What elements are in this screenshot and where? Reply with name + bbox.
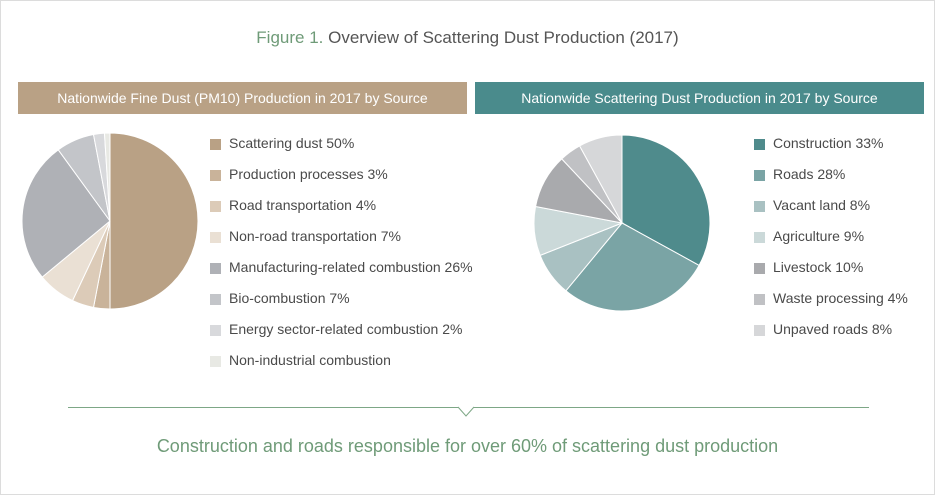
legend-label: Production processes 3% bbox=[229, 166, 388, 182]
conclusion-text: Construction and roads responsible for o… bbox=[156, 436, 779, 456]
legend-swatch bbox=[210, 263, 221, 274]
fine-dust-pie-chart bbox=[21, 132, 199, 310]
figure-number: Figure 1. bbox=[256, 28, 324, 47]
scattering-dust-pie-chart bbox=[533, 134, 711, 312]
legend-item: Energy sector-related combustion 2% bbox=[210, 321, 473, 352]
legend-item: Non-road transportation 7% bbox=[210, 228, 473, 259]
legend-label: Roads 28% bbox=[773, 166, 846, 182]
legend-label: Livestock 10% bbox=[773, 259, 864, 275]
legend-swatch bbox=[754, 263, 765, 274]
legend-swatch bbox=[210, 294, 221, 305]
legend-item: Bio-combustion 7% bbox=[210, 290, 473, 321]
legend-swatch bbox=[754, 232, 765, 243]
legend-item: Livestock 10% bbox=[754, 259, 908, 290]
legend-label: Manufacturing-related combustion 26% bbox=[229, 259, 473, 275]
pie-slice bbox=[103, 132, 111, 222]
legend-item: Manufacturing-related combustion 26% bbox=[210, 259, 473, 290]
pie-slice bbox=[565, 222, 700, 312]
legend-swatch bbox=[210, 232, 221, 243]
fine-dust-legend: Scattering dust 50% Production processes … bbox=[210, 135, 473, 383]
figure-title-text: Overview of Scattering Dust Production (… bbox=[328, 28, 679, 47]
legend-swatch bbox=[210, 139, 221, 150]
figure-title: Figure 1. Overview of Scattering Dust Pr… bbox=[0, 28, 935, 48]
pie-slice bbox=[21, 149, 111, 278]
left-panel-header: Nationwide Fine Dust (PM10) Production i… bbox=[18, 82, 467, 114]
legend-label: Scattering dust 50% bbox=[229, 135, 355, 151]
scattering-dust-legend: Construction 33% Roads 28% Vacant land 8% A… bbox=[754, 135, 908, 352]
legend-item: Roads 28% bbox=[754, 166, 908, 197]
legend-item: Non-industrial combustion bbox=[210, 352, 473, 383]
legend-item: Waste processing 4% bbox=[754, 290, 908, 321]
legend-label: Non-industrial combustion bbox=[229, 352, 391, 368]
legend-label: Bio-combustion 7% bbox=[229, 290, 350, 306]
legend-swatch bbox=[210, 325, 221, 336]
legend-item: Road transportation 4% bbox=[210, 197, 473, 228]
legend-item: Unpaved roads 8% bbox=[754, 321, 908, 352]
legend-swatch bbox=[210, 170, 221, 181]
legend-item: Agriculture 9% bbox=[754, 228, 908, 259]
legend-label: Road transportation 4% bbox=[229, 197, 377, 213]
legend-label: Agriculture 9% bbox=[773, 228, 865, 244]
legend-label: Waste processing 4% bbox=[773, 290, 908, 306]
legend-label: Non-road transportation 7% bbox=[229, 228, 401, 244]
legend-swatch bbox=[754, 201, 765, 212]
legend-swatch bbox=[210, 356, 221, 367]
legend-swatch bbox=[210, 201, 221, 212]
pie-slice bbox=[109, 132, 199, 310]
legend-item: Vacant land 8% bbox=[754, 197, 908, 228]
legend-swatch bbox=[754, 294, 765, 305]
legend-swatch bbox=[754, 139, 765, 150]
pie-slice bbox=[578, 134, 623, 224]
legend-swatch bbox=[754, 170, 765, 181]
legend-label: Construction 33% bbox=[773, 135, 884, 151]
legend-label: Energy sector-related combustion 2% bbox=[229, 321, 463, 337]
right-panel-header: Nationwide Scattering Dust Production in… bbox=[475, 82, 924, 114]
legend-item: Production processes 3% bbox=[210, 166, 473, 197]
pie-slice bbox=[621, 134, 711, 267]
legend-label: Unpaved roads 8% bbox=[773, 321, 893, 337]
legend-item: Scattering dust 50% bbox=[210, 135, 473, 166]
legend-swatch bbox=[754, 325, 765, 336]
caret-down-icon bbox=[457, 406, 475, 417]
legend-item: Construction 33% bbox=[754, 135, 908, 166]
legend-label: Vacant land 8% bbox=[773, 197, 871, 213]
